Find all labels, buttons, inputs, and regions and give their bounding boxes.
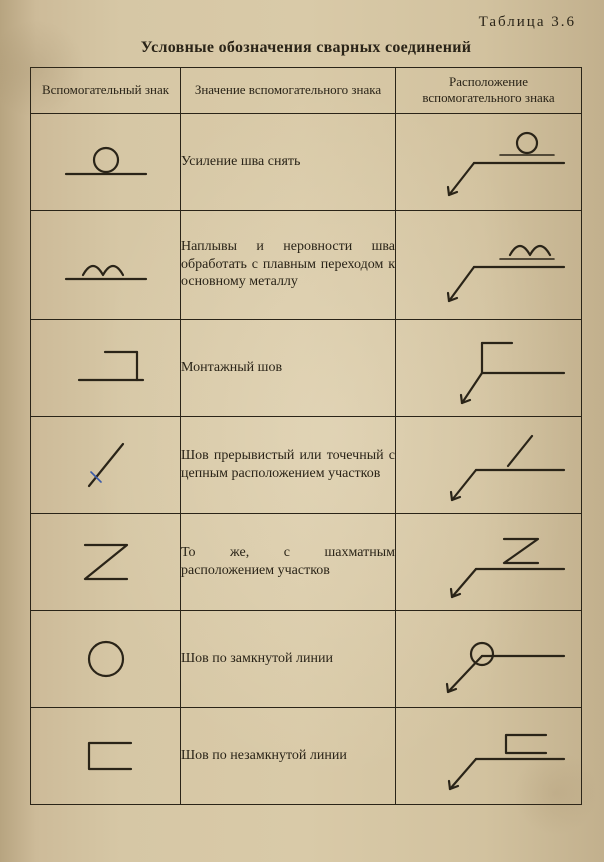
- field-symbol-icon: [51, 338, 161, 398]
- table-row: Шов по замкнутой линии: [31, 610, 582, 707]
- location-cell: [396, 113, 582, 210]
- symbol-description: Шов по замкнутой линии: [181, 610, 396, 707]
- stagger-symbol-icon: [51, 527, 161, 597]
- location-cell: [396, 610, 582, 707]
- smooth-symbol-icon: [51, 235, 161, 295]
- table-header-row: Вспомогательный знак Значение вспомогате…: [31, 68, 582, 114]
- closed-location-icon: [404, 616, 574, 702]
- col-header-location: Расположение вспомогательного знака: [396, 68, 582, 114]
- symbol-description: То же, с шахматным расположением участко…: [181, 513, 396, 610]
- chain-symbol-icon: [51, 430, 161, 500]
- location-cell: [396, 513, 582, 610]
- symbol-cell: [31, 210, 181, 319]
- location-cell: [396, 416, 582, 513]
- location-cell: [396, 707, 582, 804]
- weld-symbols-table: Вспомогательный знак Значение вспомогате…: [30, 67, 582, 805]
- symbol-cell: [31, 610, 181, 707]
- field-location-icon: [404, 325, 574, 411]
- smooth-location-icon: [404, 217, 574, 313]
- symbol-description: Усиление шва снять: [181, 113, 396, 210]
- symbol-cell: [31, 113, 181, 210]
- symbol-cell: [31, 513, 181, 610]
- symbol-cell: [31, 707, 181, 804]
- table-row: Шов по незамкнутой линии: [31, 707, 582, 804]
- open-location-icon: [404, 713, 574, 799]
- table-row: Наплывы и неровности шва обработать с пл…: [31, 210, 582, 319]
- flush-location-icon: [404, 119, 574, 205]
- chain-location-icon: [404, 420, 574, 510]
- location-cell: [396, 319, 582, 416]
- table-number: Таблица 3.6: [30, 14, 576, 31]
- page: Таблица 3.6 Условные обозначения сварных…: [0, 0, 604, 862]
- table-row: Усиление шва снять: [31, 113, 582, 210]
- col-header-meaning: Значение вспомогательного знака: [181, 68, 396, 114]
- table-row: Монтажный шов: [31, 319, 582, 416]
- symbol-cell: [31, 319, 181, 416]
- symbol-cell: [31, 416, 181, 513]
- location-cell: [396, 210, 582, 319]
- symbol-description: Шов прерывистый или точечный с цепным ра…: [181, 416, 396, 513]
- closed-symbol-icon: [51, 624, 161, 694]
- page-title: Условные обозначения сварных соединений: [30, 39, 582, 57]
- flush-symbol-icon: [51, 132, 161, 192]
- symbol-description: Наплывы и неровности шва обработать с пл…: [181, 210, 396, 319]
- symbol-description: Шов по незамкнутой линии: [181, 707, 396, 804]
- table-row: Шов прерывистый или точечный с цепным ра…: [31, 416, 582, 513]
- open-symbol-icon: [51, 723, 161, 789]
- col-header-symbol: Вспомогательный знак: [31, 68, 181, 114]
- stagger-location-icon: [404, 517, 574, 607]
- table-row: То же, с шахматным расположением участко…: [31, 513, 582, 610]
- symbol-description: Монтажный шов: [181, 319, 396, 416]
